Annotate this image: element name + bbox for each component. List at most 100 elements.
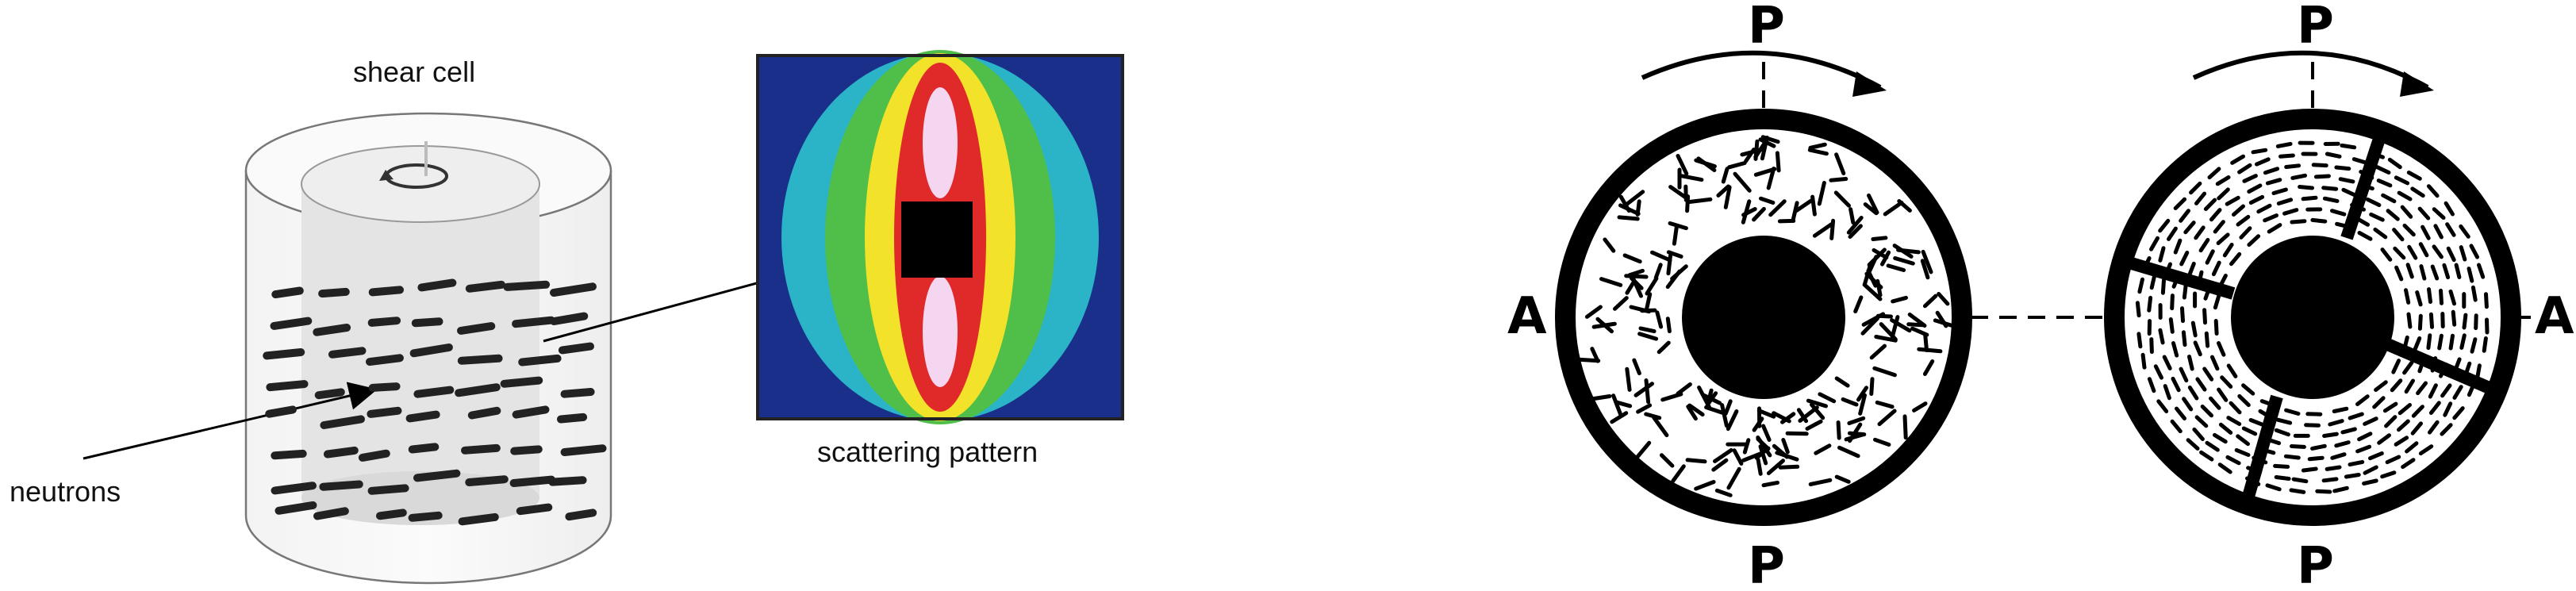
aligned-rod [2440, 383, 2452, 398]
neutron-rod [518, 354, 562, 366]
random-rod [1672, 225, 1679, 246]
random-rod [1772, 411, 1791, 424]
aligned-rod [2187, 261, 2196, 278]
aligned-rod [2298, 185, 2314, 190]
aligned-rod [2334, 440, 2351, 448]
random-rod [1638, 326, 1657, 334]
aligned-rod [2204, 331, 2210, 348]
aligned-rod [2380, 470, 2397, 479]
aligned-rod [2284, 408, 2301, 416]
random-rod [1630, 274, 1643, 298]
random-rod [1867, 193, 1879, 215]
neutron-rod [405, 410, 440, 423]
aligned-rod [2357, 231, 2373, 241]
random-rod [1912, 401, 1928, 413]
aligned-rod [2394, 265, 2404, 282]
aligned-rod [2332, 485, 2349, 493]
aligned-rod [2397, 419, 2410, 432]
aligned-rod [2232, 204, 2245, 217]
aligned-rod [2428, 312, 2434, 329]
aligned-rod [2156, 399, 2169, 413]
random-rod [1875, 278, 1883, 297]
random-rod [1874, 335, 1898, 343]
neutron-rod [271, 482, 317, 495]
aligned-rod [2344, 473, 2361, 479]
aligned-rod [2202, 366, 2214, 382]
shear-cell-label: shear cell [353, 56, 475, 88]
random-rod [1917, 347, 1943, 354]
random-rod [1614, 400, 1633, 409]
random-rod [1923, 332, 1929, 352]
random-rod [1812, 222, 1833, 238]
aligned-rod [2428, 401, 2441, 415]
aligned-rod [2304, 423, 2321, 428]
rotation-arrow-icon [379, 141, 448, 189]
random-rod [1766, 167, 1776, 190]
aligned-rod [2248, 194, 2265, 205]
aligned-rod [2400, 205, 2413, 219]
random-rod [1785, 431, 1809, 436]
disk-left-bottom-label: P [1748, 537, 1785, 591]
random-rod [1625, 366, 1632, 392]
rotation-arc-left [1641, 50, 1882, 90]
aligned-rod [2234, 447, 2251, 457]
neutron-rod [411, 317, 443, 328]
random-rod [1772, 443, 1789, 459]
neutron-rod [503, 280, 551, 291]
aligned-rod [2189, 181, 2202, 195]
random-rod [1893, 256, 1915, 266]
random-rod [1834, 376, 1850, 388]
aligned-rod [2445, 222, 2456, 237]
aligned-rod [2194, 191, 2207, 205]
random-rod [1766, 459, 1785, 475]
aligned-rod [2158, 328, 2165, 345]
aligned-rod [2136, 332, 2143, 349]
aligned-rod [2267, 223, 2282, 234]
random-rod [1921, 249, 1933, 274]
random-rod [1781, 438, 1790, 455]
neutron-rod [455, 383, 501, 397]
random-rod [1618, 203, 1641, 216]
random-rod [1652, 416, 1669, 438]
neutron-rod [500, 376, 543, 388]
random-rod [1655, 310, 1664, 329]
aligned-rod [2265, 178, 2282, 186]
aligned-rod [2394, 175, 2410, 186]
aligned-rod [2385, 455, 2401, 465]
random-rod [1875, 400, 1895, 409]
neutron-rod [367, 317, 401, 327]
aligned-rod [2475, 363, 2482, 381]
aligned-rod [2406, 171, 2422, 181]
aligned-rod [2149, 273, 2157, 290]
aligned-rod [2217, 462, 2232, 474]
aligned-rod [2239, 226, 2252, 240]
heatmap-core-top [923, 87, 958, 198]
random-rod [1808, 142, 1827, 150]
random-rod [1685, 194, 1691, 213]
aligned-rod [2179, 366, 2189, 383]
aligned-rod [2217, 387, 2229, 402]
aligned-rod [2198, 237, 2210, 253]
random-rod [1780, 412, 1796, 424]
random-rod [1720, 403, 1729, 428]
aligned-rod [2391, 359, 2401, 374]
aligned-rod [2190, 320, 2198, 338]
aligned-rod [2340, 427, 2357, 435]
aligned-rod [2225, 195, 2240, 206]
aligned-rod [2428, 420, 2440, 435]
aligned-rod [2163, 384, 2171, 401]
aligned-rod [2440, 423, 2453, 436]
random-rod [1872, 366, 1897, 378]
aligned-rod [2407, 244, 2418, 260]
random-rod [1611, 393, 1623, 416]
aligned-rod [2170, 294, 2175, 311]
random-rod [1711, 458, 1729, 472]
aligned-rod [2186, 438, 2200, 451]
random-rod [1650, 250, 1672, 263]
aligned-rod [2390, 378, 2403, 393]
neutron-rod [358, 449, 390, 462]
aligned-rod [2348, 459, 2365, 467]
random-rod [1829, 218, 1836, 240]
aligned-rod [2194, 415, 2209, 428]
aligned-rod [2237, 393, 2251, 408]
